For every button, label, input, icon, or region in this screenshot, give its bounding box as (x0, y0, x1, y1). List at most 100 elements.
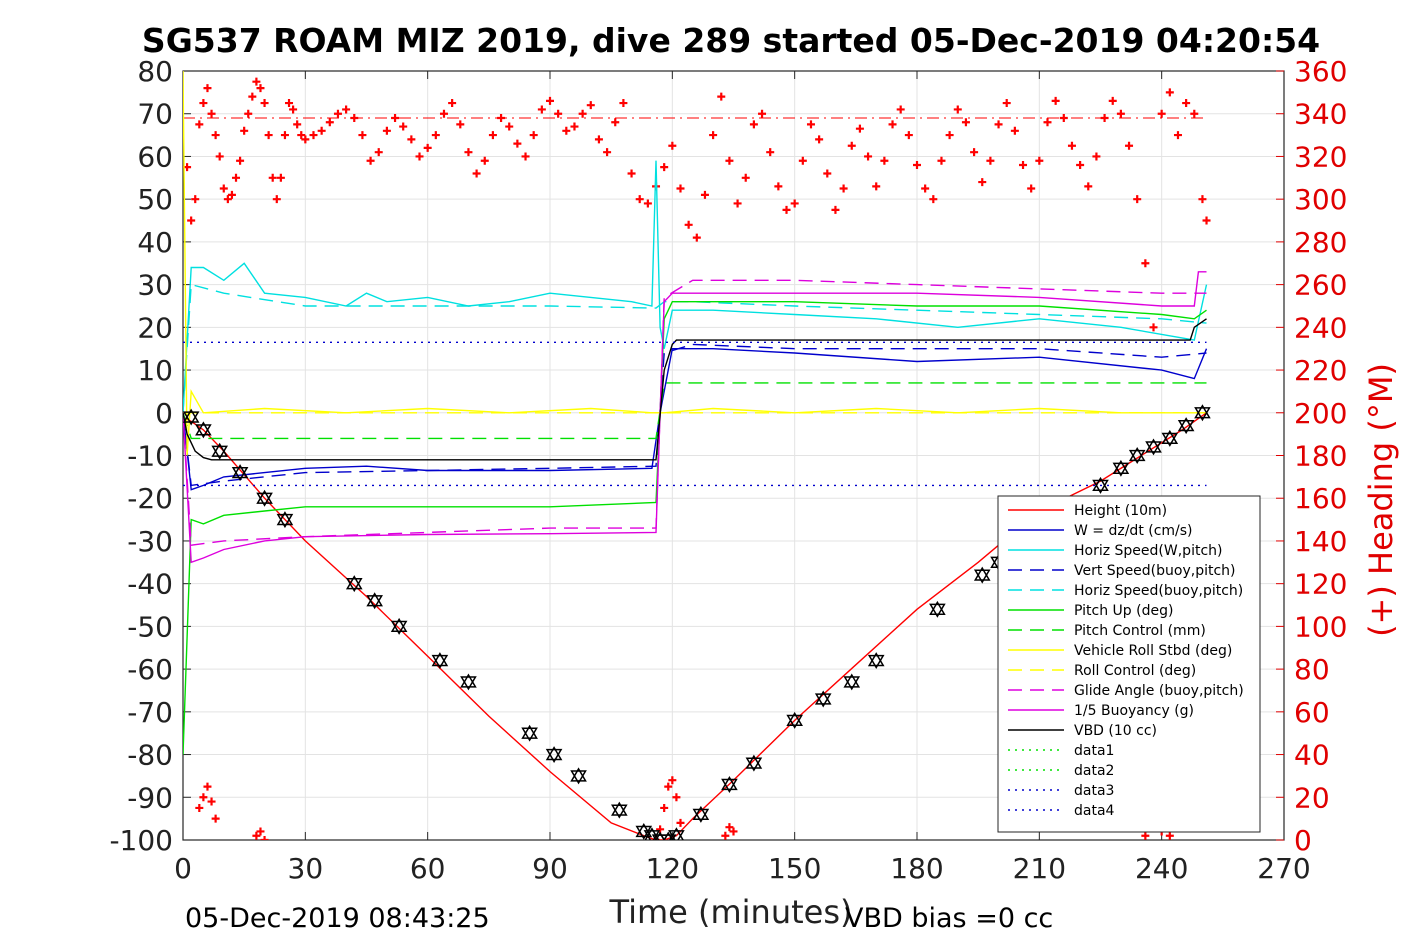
profile-marker-up-37 (1194, 404, 1211, 419)
profile-marker-down-37 (1194, 407, 1211, 422)
y-left-tick-label-0: 80 (137, 55, 173, 88)
heading-point-0-40 (391, 113, 400, 122)
heading-point-0-53 (497, 113, 506, 122)
heading-point-0-82 (733, 199, 742, 208)
y-left-tick-label-6: 20 (137, 311, 173, 344)
heading-point-1-11 (664, 782, 673, 791)
profile-marker-up-4 (256, 489, 273, 504)
y-right-tick-label-16: 40 (1294, 739, 1330, 772)
profile-marker-up-24 (814, 690, 832, 705)
y-right-tick-label-0: 360 (1294, 55, 1347, 88)
heading-point-0-140 (1202, 216, 1211, 225)
legend-label-12: data1 (1074, 743, 1114, 759)
y-right-tick-label-5: 260 (1294, 269, 1347, 302)
heading-point-1-3 (207, 797, 216, 806)
profile-marker-up-5 (276, 511, 294, 526)
heading-point-0-36 (358, 131, 367, 140)
y-left-tick-label-15: -70 (127, 696, 173, 729)
heading-point-0-126 (1092, 152, 1101, 161)
profile-marker-down-12 (545, 748, 563, 764)
heading-point-0-114 (994, 120, 1003, 129)
heading-point-0-51 (480, 156, 489, 165)
heading-point-0-81 (725, 156, 734, 165)
y-right-tick-label-17: 20 (1294, 781, 1330, 814)
profile-marker-down-20 (692, 808, 710, 823)
heading-point-1-8 (652, 836, 661, 840)
heading-point-0-115 (1002, 99, 1011, 108)
profile-marker-down-33 (1128, 449, 1146, 464)
profile-marker-up-22 (745, 754, 763, 769)
heading-point-0-46 (439, 109, 448, 118)
profile-marker-up-2 (211, 442, 229, 457)
legend-label-13: data2 (1074, 763, 1114, 779)
y-right-tick-label-6: 240 (1294, 311, 1347, 344)
profile-marker-down-23 (786, 714, 803, 729)
profile-marker-up-11 (521, 724, 538, 739)
y-right-tick-label-4: 280 (1294, 226, 1347, 259)
heading-point-1-14 (676, 818, 685, 827)
heading-point-0-12 (232, 173, 241, 182)
heading-point-0-42 (407, 135, 416, 144)
profile-marker-up-18 (663, 831, 674, 840)
heading-point-0-73 (660, 163, 669, 172)
heading-point-0-120 (1043, 118, 1052, 127)
heading-point-0-49 (464, 148, 473, 157)
y-right-tick-label-15: 60 (1294, 696, 1330, 729)
y-left-tick-label-11: -30 (127, 525, 173, 558)
heading-point-0-7 (211, 131, 220, 140)
y-right-tick-label-18: 0 (1294, 824, 1312, 857)
heading-point-0-63 (578, 109, 587, 118)
heading-point-0-2 (191, 195, 200, 204)
heading-point-1-16 (725, 823, 734, 832)
heading-point-0-101 (888, 120, 897, 129)
x-tick-label-4: 120 (646, 852, 699, 885)
heading-point-0-125 (1084, 182, 1093, 191)
profile-marker-up-10 (460, 673, 477, 688)
heading-point-0-95 (839, 184, 848, 193)
heading-point-0-135 (1165, 88, 1174, 97)
profile-marker-up-3 (231, 464, 249, 479)
profile-marker-down-6 (345, 578, 363, 593)
y-left-tick-label-8: 0 (155, 397, 173, 430)
profile-marker-down-15 (635, 825, 653, 840)
heading-point-0-130 (1125, 141, 1134, 150)
heading-point-0-104 (913, 160, 921, 169)
heading-point-0-33 (333, 109, 342, 118)
profile-marker-up-7 (366, 592, 383, 607)
x-tick-label-9: 270 (1257, 852, 1310, 885)
heading-point-0-38 (374, 148, 383, 157)
legend-label-2: Horiz Speed(W,pitch) (1074, 543, 1222, 559)
y-left-tick-label-3: 50 (137, 183, 173, 216)
heading-point-0-48 (456, 120, 465, 129)
heading-point-1-10 (660, 803, 669, 812)
heading-point-0-23 (276, 173, 285, 182)
legend-label-8: Roll Control (deg) (1074, 663, 1196, 679)
y-left-tick-label-5: 30 (137, 269, 173, 302)
profile-marker-up-32 (1112, 459, 1130, 474)
heading-point-0-5 (203, 84, 212, 93)
heading-point-0-93 (823, 169, 832, 178)
heading-point-0-47 (448, 99, 457, 108)
heading-point-1-4 (211, 814, 220, 823)
heading-point-0-37 (366, 156, 375, 165)
heading-point-0-90 (798, 156, 807, 165)
profile-marker-down-10 (460, 676, 477, 691)
y-left-tick-label-18: -100 (109, 824, 173, 857)
heading-point-0-76 (684, 220, 693, 229)
profile-marker-up-28 (973, 566, 991, 581)
heading-point-1-15 (721, 831, 730, 840)
heading-point-0-16 (248, 92, 257, 101)
y-left-tick-label-1: 70 (137, 98, 173, 131)
heading-point-0-103 (904, 131, 913, 140)
y-right-tick-label-3: 300 (1294, 183, 1347, 216)
heading-point-0-94 (831, 205, 840, 214)
profile-marker-down-32 (1112, 462, 1130, 477)
heading-point-0-96 (847, 141, 856, 150)
heading-point-0-138 (1190, 109, 1199, 118)
y-left-tick-label-12: -40 (127, 568, 173, 601)
series-line-1 (183, 348, 1208, 491)
heading-point-0-52 (488, 131, 497, 140)
y-left-tick-label-13: -50 (127, 610, 173, 643)
y-left-tick-label-2: 60 (137, 140, 173, 173)
legend: Height (10m) W = dz/dt (cm/s) Horiz Speed(… (997, 495, 1261, 833)
